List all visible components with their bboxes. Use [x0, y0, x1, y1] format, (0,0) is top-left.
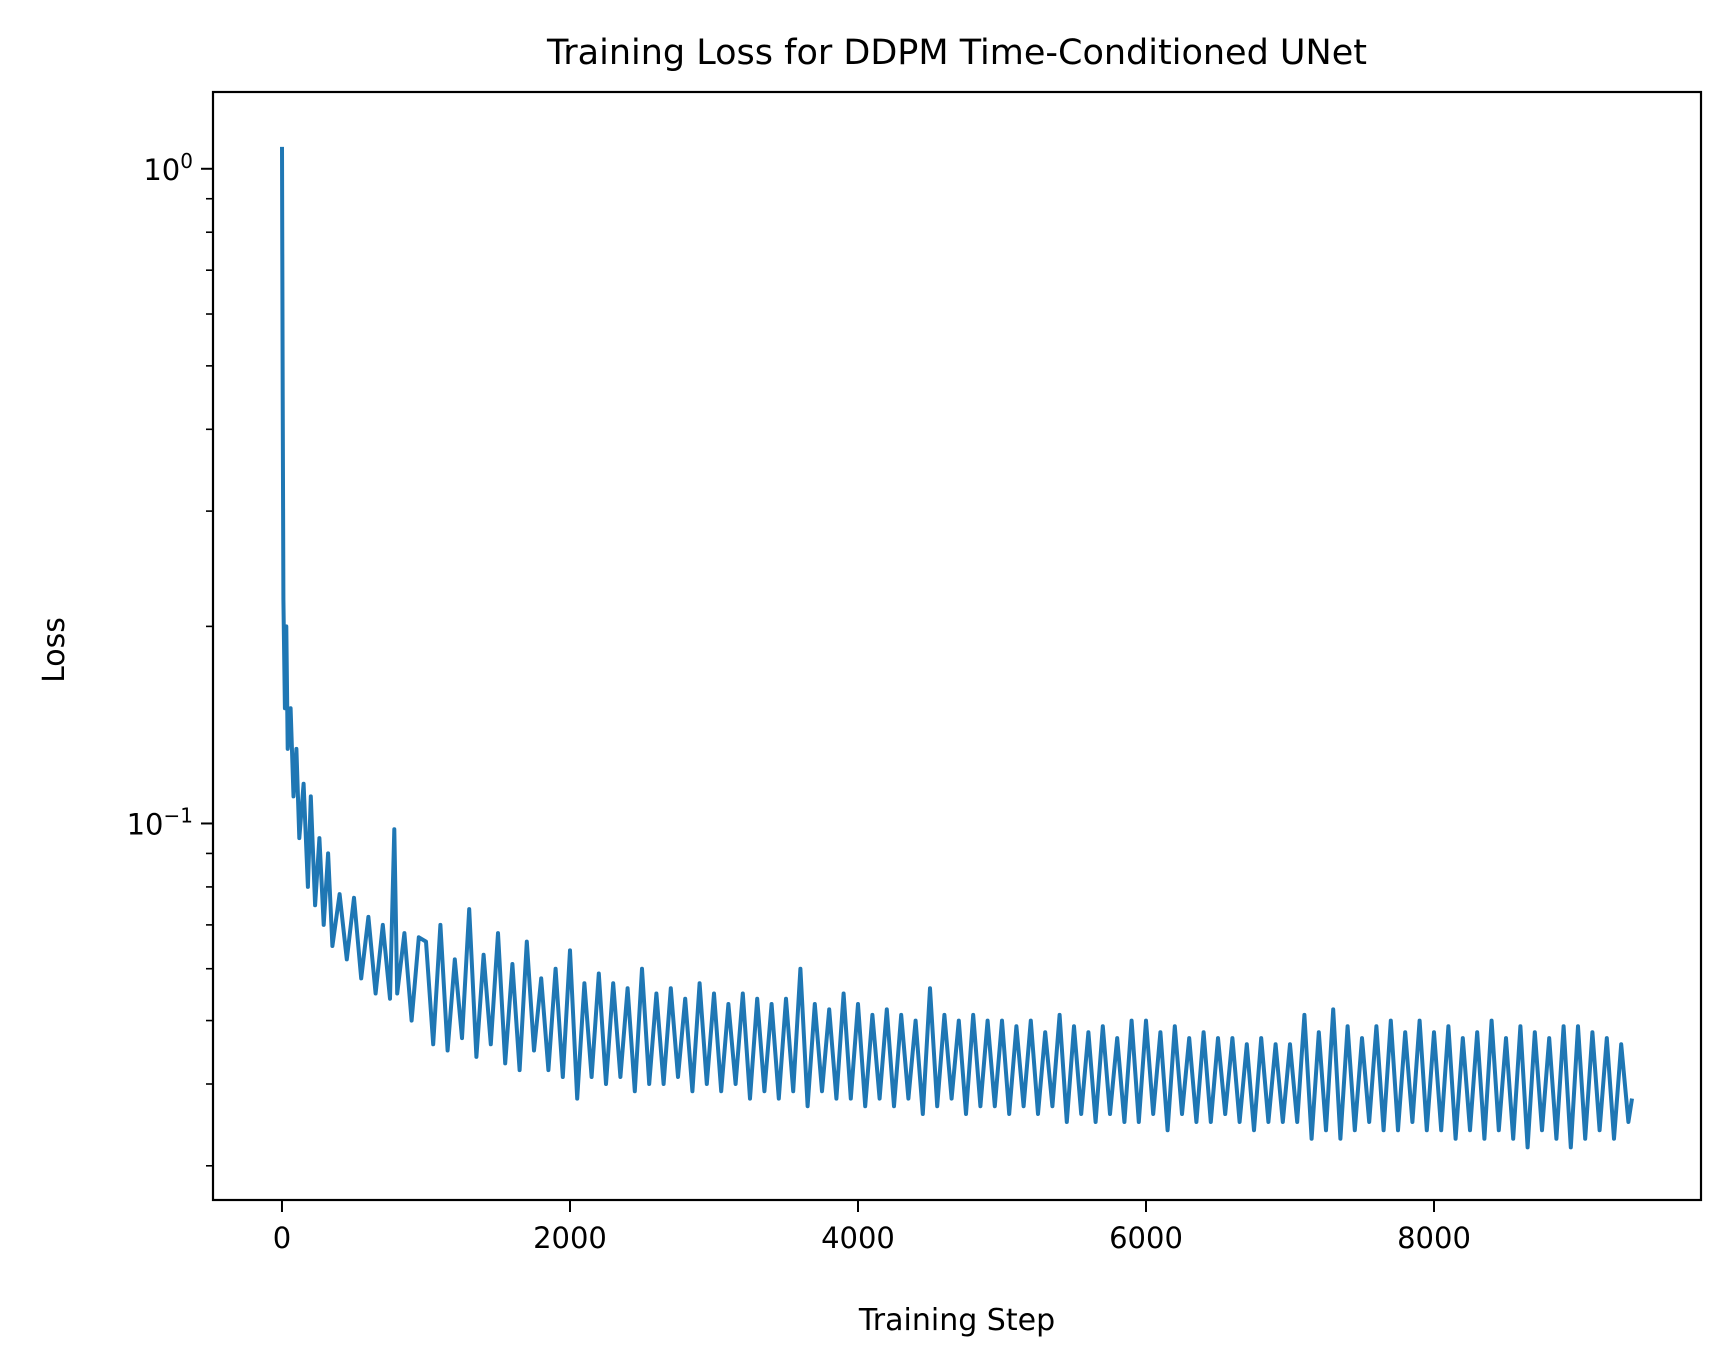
- x-tick-label: 6000: [1109, 1221, 1183, 1255]
- axes-frame: [211, 90, 1703, 1202]
- x-tick-label: 8000: [1397, 1221, 1471, 1255]
- chart-title: Training Loss for DDPM Time-Conditioned …: [546, 33, 1367, 73]
- y-tick-label: 10−1: [127, 803, 193, 841]
- y-tick-label: 100: [143, 149, 193, 187]
- x-tick-label: 2000: [533, 1221, 607, 1255]
- y-axis: 100 10−1: [127, 149, 213, 1167]
- loss-series-line: [280, 146, 1634, 1150]
- y-axis-label: Loss: [37, 617, 72, 683]
- x-axis: 0 2000 4000 6000 8000: [273, 1200, 1471, 1255]
- plot-area: [211, 90, 1703, 1202]
- x-tick-label: 0: [273, 1221, 291, 1255]
- x-tick-label: 4000: [821, 1221, 895, 1255]
- x-axis-label: Training Step: [858, 1303, 1055, 1338]
